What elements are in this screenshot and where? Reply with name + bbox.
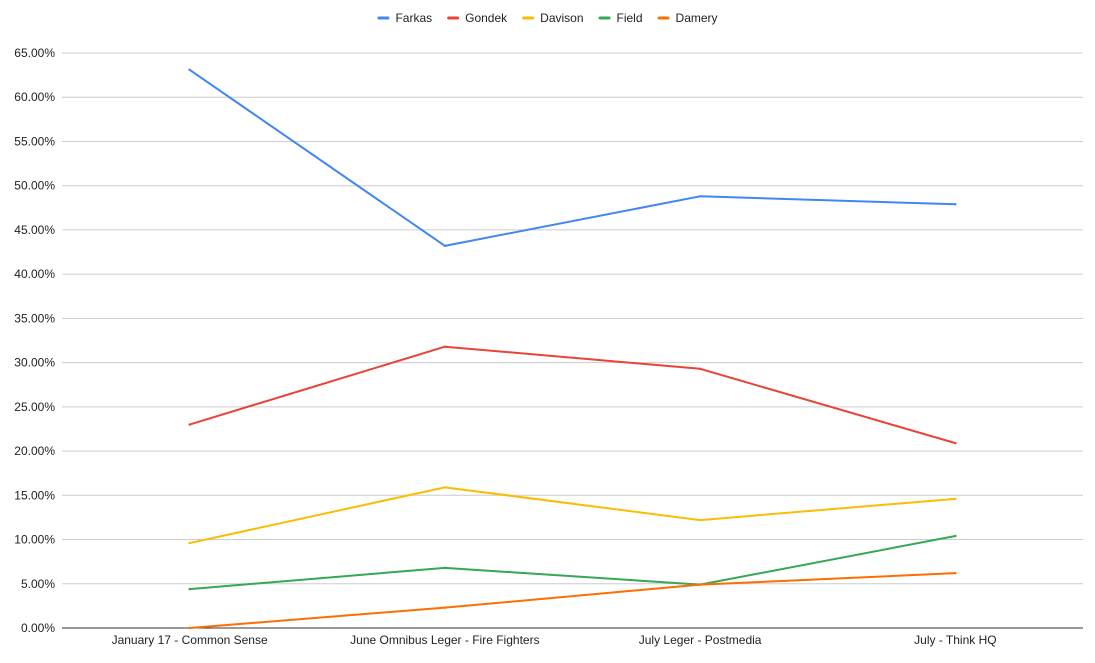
data-point-farkas xyxy=(954,203,957,206)
y-tick-label: 10.00% xyxy=(14,533,55,547)
legend: Farkas Gondek Davison Field Damery xyxy=(377,11,718,25)
data-point-gondek xyxy=(954,441,957,445)
legend-label: Gondek xyxy=(465,11,508,25)
series-line-davison xyxy=(188,486,957,545)
y-tick-label: 30.00% xyxy=(14,356,55,370)
y-tick-label: 35.00% xyxy=(14,311,55,325)
y-tick-label: 45.00% xyxy=(14,223,55,237)
y-tick-label: 40.00% xyxy=(14,267,55,281)
y-tick-label: 65.00% xyxy=(14,46,55,60)
data-point-gondek xyxy=(443,345,447,348)
data-point-field xyxy=(443,566,447,570)
data-point-damery xyxy=(443,606,447,609)
data-point-gondek xyxy=(188,423,191,426)
y-tick-label: 15.00% xyxy=(14,488,55,502)
data-point-damery xyxy=(698,583,702,586)
legend-item-farkas: Farkas xyxy=(377,11,432,25)
data-point-damery xyxy=(188,626,191,630)
data-point-davison xyxy=(443,486,447,489)
legend-item-gondek: Gondek xyxy=(447,11,508,25)
series-line-gondek xyxy=(188,345,957,445)
data-point-farkas xyxy=(188,68,191,72)
legend-swatch xyxy=(447,16,460,20)
legend-item-davison: Davison xyxy=(522,11,584,25)
y-tick-label: 60.00% xyxy=(14,90,55,104)
x-axis-tick-labels: January 17 - Common Sense June Omnibus Le… xyxy=(112,633,997,647)
y-axis-tick-labels: 0.00% 5.00% 10.00% 15.00% 20.00% 25.00% 30.00%… xyxy=(14,46,55,635)
series-gondek xyxy=(188,345,957,445)
data-point-farkas xyxy=(443,244,447,248)
legend-swatch xyxy=(657,16,670,20)
y-tick-label: 25.00% xyxy=(14,400,55,414)
x-tick-label: January 17 - Common Sense xyxy=(112,633,268,647)
data-point-davison xyxy=(698,518,702,522)
y-tick-label: 55.00% xyxy=(14,134,55,148)
series-field xyxy=(188,534,957,591)
legend-label: Damery xyxy=(676,11,718,25)
legend-label: Field xyxy=(617,11,643,25)
legend-swatch xyxy=(377,16,390,20)
legend-item-field: Field xyxy=(598,11,643,25)
x-tick-label: June Omnibus Leger - Fire Fighters xyxy=(350,633,539,647)
y-tick-label: 20.00% xyxy=(14,444,55,458)
data-point-farkas xyxy=(698,195,702,198)
series-line-field xyxy=(188,535,957,591)
x-tick-label: July - Think HQ xyxy=(914,633,996,647)
grid-lines xyxy=(62,52,1083,629)
legend-item-damery: Damery xyxy=(657,11,718,25)
x-tick-label: July Leger - Postmedia xyxy=(639,633,762,647)
data-point-davison xyxy=(954,497,957,501)
series-davison xyxy=(188,486,957,545)
series-line-farkas xyxy=(188,68,957,247)
series-farkas xyxy=(188,68,957,248)
y-tick-label: 0.00% xyxy=(21,621,55,635)
legend-swatch xyxy=(522,16,535,20)
legend-label: Farkas xyxy=(395,11,432,25)
series-lines xyxy=(188,68,957,630)
data-point-davison xyxy=(188,541,191,545)
data-point-field xyxy=(188,587,191,591)
y-tick-label: 50.00% xyxy=(14,179,55,193)
data-point-field xyxy=(954,534,957,538)
data-point-gondek xyxy=(698,367,702,371)
series-damery xyxy=(188,571,957,630)
legend-swatch xyxy=(598,16,611,20)
y-tick-label: 5.00% xyxy=(21,577,55,591)
series-line-damery xyxy=(188,572,957,629)
data-point-damery xyxy=(954,571,957,575)
legend-label: Davison xyxy=(540,11,583,25)
